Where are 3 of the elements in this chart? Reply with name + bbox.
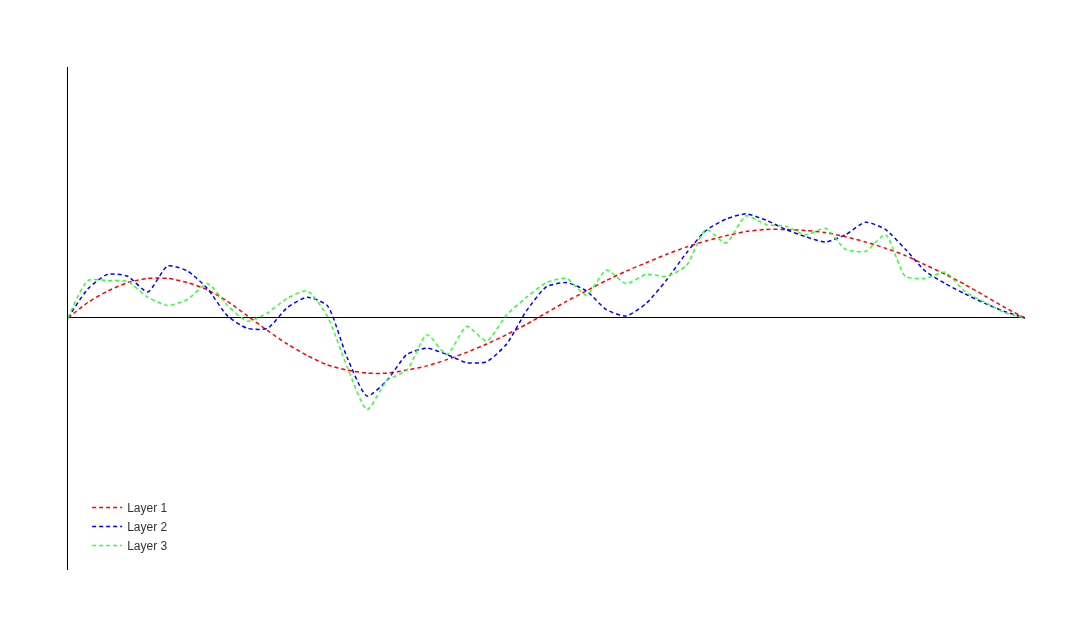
- legend-label: Layer 1: [127, 501, 168, 516]
- legend-label: Layer 2: [127, 520, 168, 535]
- legend-label: Layer 3: [127, 539, 168, 554]
